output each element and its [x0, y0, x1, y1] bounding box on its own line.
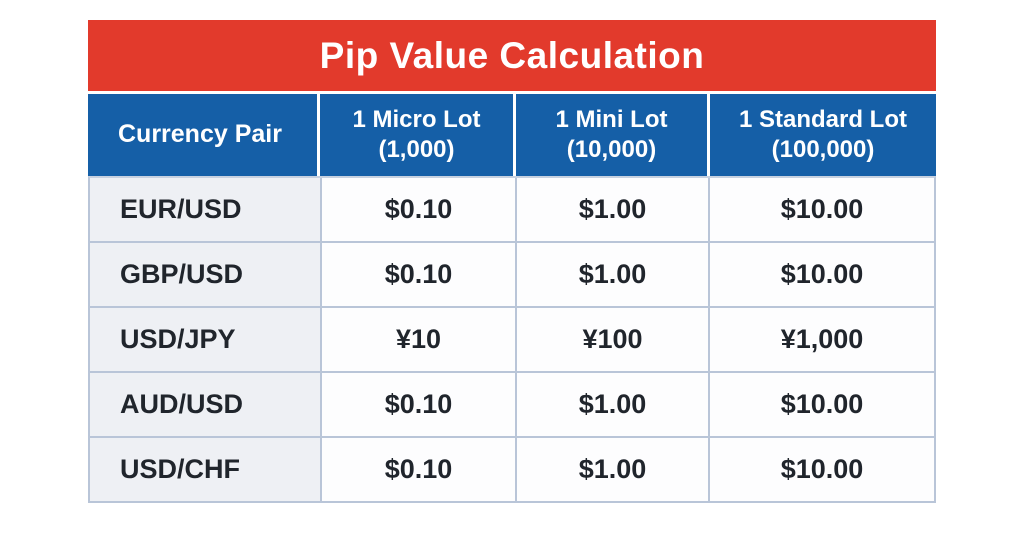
micro-lot-value-cell: $0.10	[322, 178, 515, 241]
currency-pair-cell: EUR/USD	[90, 178, 320, 241]
mini-lot-value-cell: $1.00	[517, 178, 708, 241]
mini-lot-value-cell: $1.00	[517, 243, 708, 306]
page-title: Pip Value Calculation	[319, 34, 705, 76]
header-sublabel: (1,000)	[378, 136, 455, 163]
table-header-row: Currency Pair 1 Micro Lot (1,000) 1 Mini…	[88, 94, 936, 176]
standard-lot-value-cell: $10.00	[710, 243, 934, 306]
header-label: 1 Mini Lot	[555, 106, 668, 133]
header-label: 1 Standard Lot	[738, 106, 907, 133]
header-sublabel: (10,000)	[566, 136, 657, 163]
currency-pair-cell: GBP/USD	[90, 243, 320, 306]
header-cell-micro-lot: 1 Micro Lot (1,000)	[320, 94, 513, 176]
header-cell-currency-pair: Currency Pair	[88, 94, 317, 176]
pip-value-table: Pip Value Calculation Currency Pair 1 Mi…	[88, 20, 936, 503]
micro-lot-value-cell: $0.10	[322, 438, 515, 501]
currency-pair-cell: AUD/USD	[90, 373, 320, 436]
header-cell-standard-lot: 1 Standard Lot (100,000)	[710, 94, 936, 176]
micro-lot-value-cell: $0.10	[322, 243, 515, 306]
micro-lot-value-cell: $0.10	[322, 373, 515, 436]
standard-lot-value-cell: ¥1,000	[710, 308, 934, 371]
header-label: 1 Micro Lot	[352, 106, 481, 133]
header-sublabel: (100,000)	[771, 136, 875, 163]
standard-lot-value-cell: $10.00	[710, 373, 934, 436]
table-body: EUR/USD $0.10 $1.00 $10.00 GBP/USD $0.10…	[88, 176, 936, 503]
title-bar: Pip Value Calculation	[88, 20, 936, 91]
standard-lot-value-cell: $10.00	[710, 178, 934, 241]
mini-lot-value-cell: ¥100	[517, 308, 708, 371]
currency-pair-cell: USD/JPY	[90, 308, 320, 371]
currency-pair-cell: USD/CHF	[90, 438, 320, 501]
mini-lot-value-cell: $1.00	[517, 373, 708, 436]
header-label: Currency Pair	[118, 120, 282, 149]
micro-lot-value-cell: ¥10	[322, 308, 515, 371]
standard-lot-value-cell: $10.00	[710, 438, 934, 501]
header-cell-mini-lot: 1 Mini Lot (10,000)	[516, 94, 707, 176]
mini-lot-value-cell: $1.00	[517, 438, 708, 501]
